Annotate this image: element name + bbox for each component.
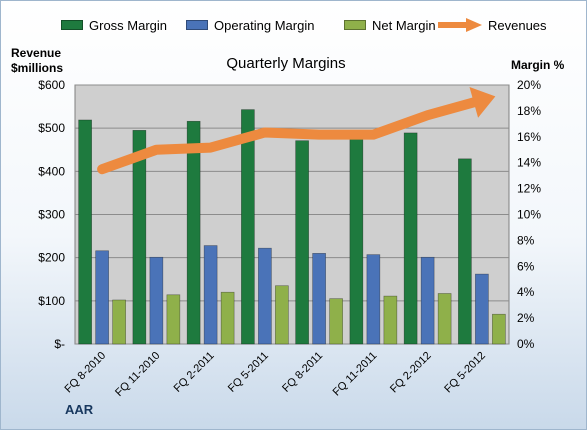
x-tick-label-6: FQ 2-2012 <box>388 350 434 396</box>
right-tick-label-1: 2% <box>517 311 535 325</box>
bar-operating-margin-6 <box>420 256 435 345</box>
revenues-point-6 <box>426 114 429 117</box>
left-tick-label-0: $- <box>54 337 65 351</box>
legend-swatch-gross-margin <box>61 20 83 30</box>
legend-item-revenues: Revenues <box>438 15 547 35</box>
bar-operating-margin-1 <box>149 256 164 345</box>
left-tick-label-5: $500 <box>38 121 65 135</box>
bar-net-margin-0 <box>112 299 126 345</box>
revenues-point-4 <box>318 133 321 136</box>
legend: Gross Margin Operating Margin Net Margin… <box>1 15 587 35</box>
bar-net-margin-5 <box>383 295 398 345</box>
bar-net-margin-3 <box>275 285 289 345</box>
bar-net-margin-7 <box>492 313 506 345</box>
left-tick-label-2: $200 <box>38 251 65 265</box>
bar-operating-margin-4 <box>312 253 326 345</box>
revenues-point-5 <box>372 133 375 136</box>
bar-net-margin-1 <box>166 294 181 345</box>
left-tick-label-4: $400 <box>38 164 65 178</box>
revenues-point-3 <box>263 131 266 134</box>
bar-gross-margin-0 <box>78 119 92 345</box>
right-tick-label-8: 16% <box>517 130 541 144</box>
legend-item-net-margin: Net Margin <box>344 15 436 35</box>
right-tick-label-10: 20% <box>517 78 541 92</box>
right-tick-label-3: 6% <box>517 259 535 273</box>
bar-gross-margin-3 <box>241 109 255 345</box>
bar-gross-margin-1 <box>132 130 147 345</box>
x-tick-label-2: FQ 2-2011 <box>172 350 217 395</box>
revenues-point-2 <box>209 146 212 149</box>
x-tick-label-4: FQ 8-2011 <box>280 350 325 395</box>
left-axis-title-line-2: $millions <box>11 61 64 75</box>
bar-gross-margin-4 <box>295 140 309 345</box>
right-tick-label-0: 0% <box>517 337 535 351</box>
legend-label-gross-margin: Gross Margin <box>89 17 168 33</box>
x-tick-label-7: FQ 5-2012 <box>442 350 488 396</box>
company-label: AAR <box>65 402 94 417</box>
left-tick-label-6: $600 <box>38 78 65 92</box>
x-tick-label-1: FQ 11-2010 <box>113 350 162 399</box>
bar-gross-margin-6 <box>403 132 418 345</box>
bar-gross-margin-5 <box>349 133 364 345</box>
bar-net-margin-4 <box>329 298 343 345</box>
left-axis-title-line-1: Revenue <box>11 46 62 60</box>
right-tick-label-9: 18% <box>517 104 541 118</box>
right-axis-title: Margin % <box>511 58 565 72</box>
revenues-line <box>97 96 481 175</box>
right-tick-label-2: 4% <box>517 285 535 299</box>
bar-gross-margin-7 <box>458 158 472 345</box>
bar-net-margin-6 <box>437 293 452 345</box>
bar-net-margin-2 <box>220 291 235 345</box>
left-tick-label-1: $100 <box>38 294 65 308</box>
right-tick-label-6: 12% <box>517 182 541 196</box>
bar-gross-margin-2 <box>186 120 201 345</box>
x-tick-label-0: FQ 8-2010 <box>63 350 109 396</box>
chart-title: Quarterly Margins <box>226 55 346 72</box>
legend-label-revenues: Revenues <box>488 17 547 33</box>
revenues-arrowhead <box>469 86 496 118</box>
revenues-point-0 <box>101 168 104 171</box>
right-tick-label-4: 8% <box>517 233 535 247</box>
legend-item-operating-margin: Operating Margin <box>186 15 314 35</box>
legend-swatch-operating-margin <box>186 20 208 30</box>
right-tick-label-7: 14% <box>517 156 541 170</box>
left-tick-label-3: $300 <box>38 208 65 222</box>
right-tick-label-5: 10% <box>517 208 541 222</box>
revenues-point-1 <box>155 148 158 151</box>
x-tick-label-3: FQ 5-2011 <box>226 350 271 395</box>
bar-operating-margin-0 <box>95 250 109 345</box>
legend-swatch-net-margin <box>344 20 366 30</box>
legend-item-gross-margin: Gross Margin <box>61 15 167 35</box>
bar-operating-margin-2 <box>203 245 218 345</box>
left-axis-title: Revenue $millions <box>11 46 63 76</box>
x-tick-label-5: FQ 11-2011 <box>331 350 380 399</box>
legend-label-net-margin: Net Margin <box>372 17 436 33</box>
bar-operating-margin-3 <box>258 247 272 345</box>
bar-operating-margin-7 <box>475 273 489 345</box>
legend-arrow-revenues <box>438 18 482 32</box>
bar-operating-margin-5 <box>366 254 381 345</box>
legend-label-operating-margin: Operating Margin <box>214 17 315 33</box>
revenues-point-7 <box>480 99 483 102</box>
